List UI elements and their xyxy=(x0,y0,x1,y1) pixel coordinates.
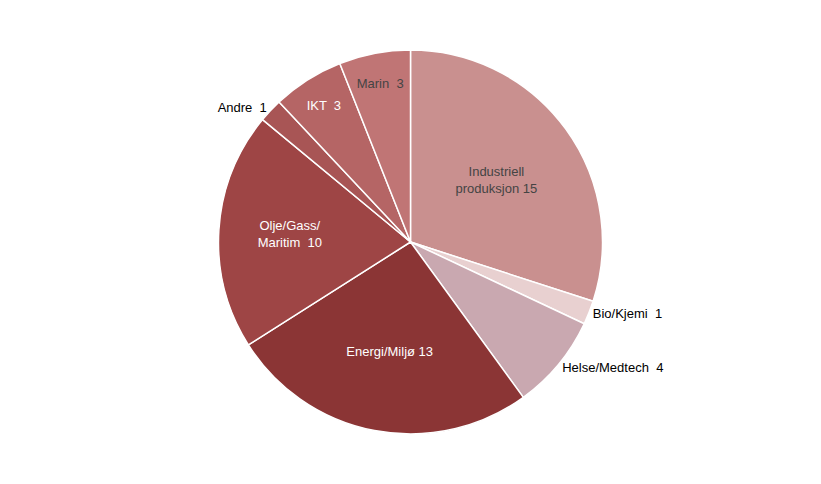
svg-text:Bio/Kjemi 1: Bio/Kjemi 1 xyxy=(593,306,662,321)
svg-text:Industriellproduksjon 15: Industriellproduksjon 15 xyxy=(456,164,538,196)
svg-text:IKT 3: IKT 3 xyxy=(307,98,341,113)
svg-text:Andre 1: Andre 1 xyxy=(218,100,267,115)
svg-text:Helse/Medtech 4: Helse/Medtech 4 xyxy=(562,360,663,375)
svg-text:Olje/Gass/Maritim 10: Olje/Gass/Maritim 10 xyxy=(258,218,322,250)
svg-text:Marin 3: Marin 3 xyxy=(357,76,404,91)
svg-text:Energi/Miljø 13: Energi/Miljø 13 xyxy=(346,344,433,359)
